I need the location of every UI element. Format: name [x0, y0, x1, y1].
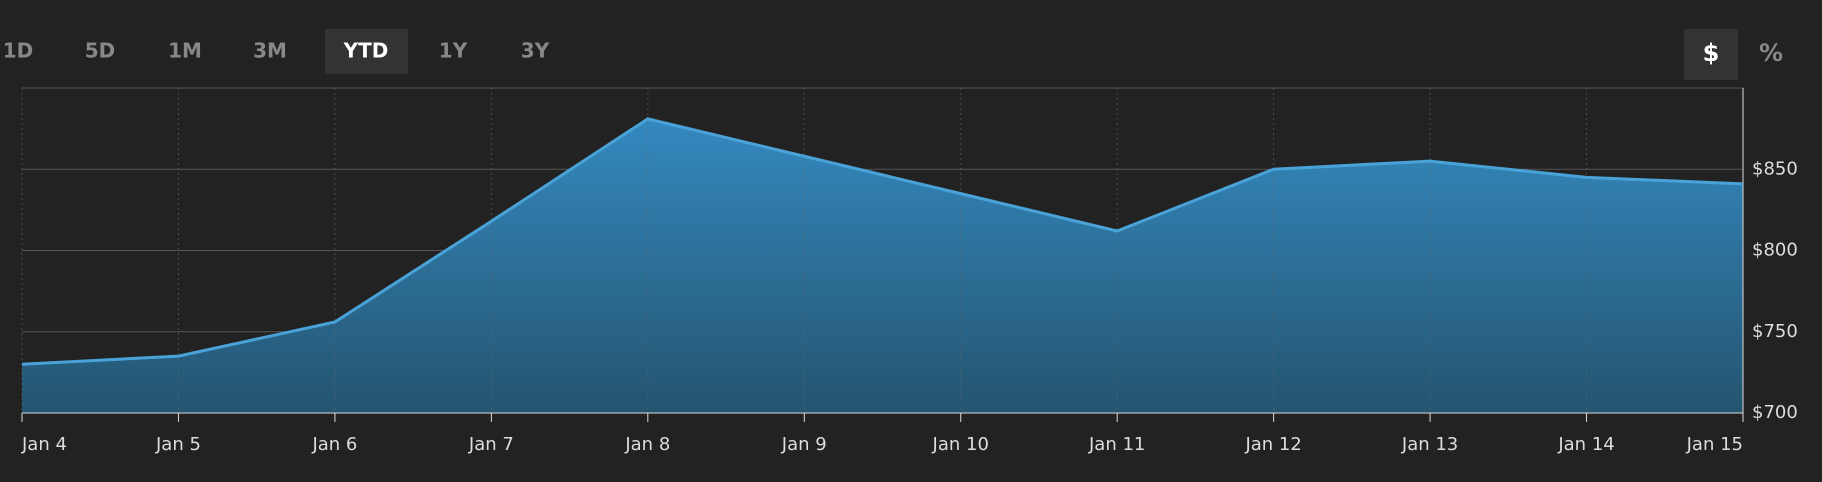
x-tick-label: Jan 5	[155, 434, 201, 455]
range-button[interactable]: YTD	[343, 39, 389, 63]
range-button[interactable]: 5D	[85, 39, 116, 63]
range-button[interactable]: 3Y	[521, 39, 550, 63]
x-tick-label: Jan 6	[311, 434, 357, 455]
x-tick-label: Jan 9	[781, 434, 827, 455]
y-tick-label: $750	[1752, 321, 1798, 342]
unit-button[interactable]: %	[1759, 39, 1783, 67]
y-tick-label: $850	[1752, 158, 1798, 179]
x-tick-label: Jan 11	[1088, 434, 1145, 455]
x-tick-label: Jan 12	[1244, 434, 1301, 455]
area-fill	[22, 118, 1743, 413]
x-tick-label: Jan 10	[932, 434, 989, 455]
x-tick-label: Jan 4	[21, 434, 67, 455]
x-tick-label: Jan 13	[1401, 434, 1458, 455]
range-button[interactable]: 1M	[168, 39, 202, 63]
y-tick-label: $700	[1752, 402, 1798, 423]
x-tick-label: Jan 15	[1686, 434, 1743, 455]
line	[21, 117, 1744, 366]
range-button[interactable]: 1D	[3, 39, 34, 63]
range-button[interactable]: 3M	[253, 39, 287, 63]
x-tick-label: Jan 14	[1557, 434, 1614, 455]
unit-button[interactable]: $	[1703, 39, 1720, 67]
x-tick-label: Jan 7	[468, 434, 514, 455]
range-button-bg	[325, 29, 408, 74]
y-tick-label: $800	[1752, 240, 1798, 261]
unit-button-bg	[1684, 29, 1738, 80]
range-button[interactable]: 1Y	[439, 39, 468, 63]
x-tick-label: Jan 8	[624, 434, 670, 455]
